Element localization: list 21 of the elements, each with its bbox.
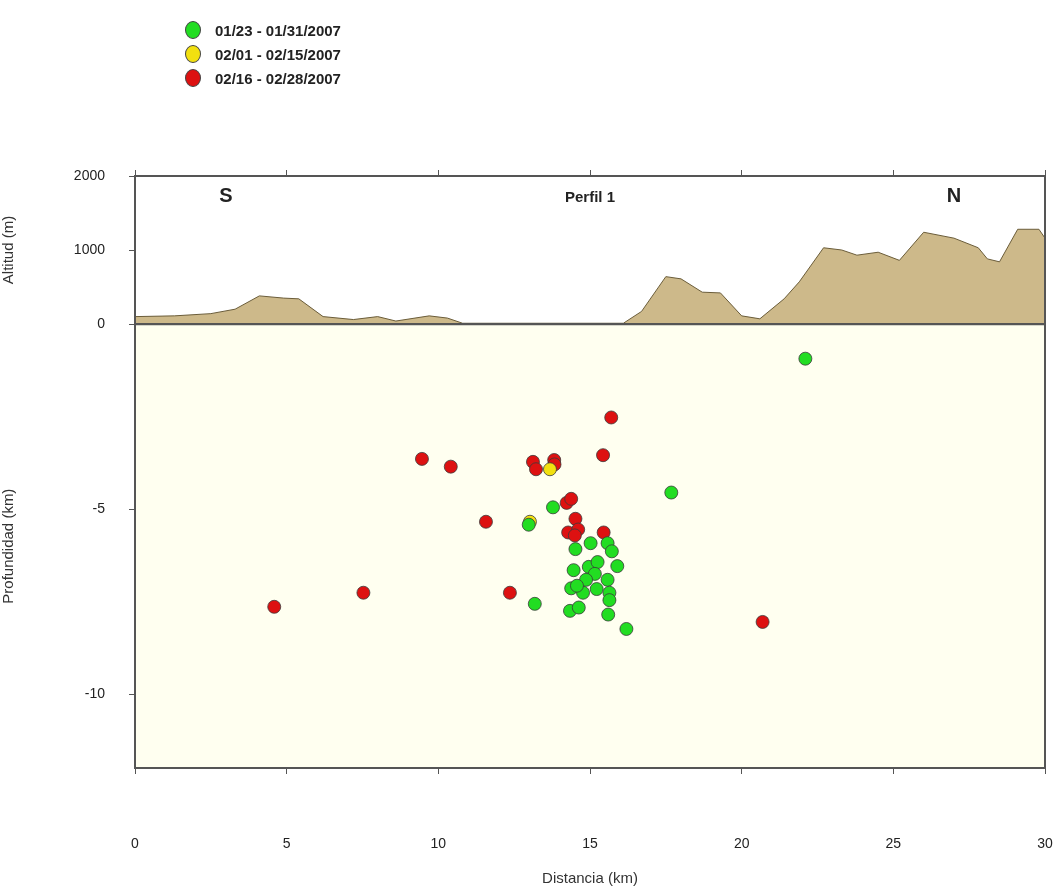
annotation: N xyxy=(946,183,962,206)
x-tick-label: 15 xyxy=(582,835,598,852)
x-tick-label: 25 xyxy=(885,835,902,852)
legend-label: 01/23 - 01/31/2007 xyxy=(214,20,341,41)
x-tick-label: 0 xyxy=(131,835,140,852)
legend-label: 02/16 - 02/28/2007 xyxy=(214,68,341,89)
y-tick-label: 1000 xyxy=(73,240,106,257)
x-tick-label: 30 xyxy=(1037,835,1053,852)
y-axis-title: Altitud (m) xyxy=(0,215,17,285)
x-tick-label: 5 xyxy=(282,835,291,852)
y-tick-label: 2000 xyxy=(73,166,106,183)
x-tick-label: 20 xyxy=(733,835,750,852)
text: Perfil 1 xyxy=(564,187,616,205)
x-tick-label: 10 xyxy=(430,835,447,852)
legend-label: 02/01 - 02/15/2007 xyxy=(214,44,341,65)
y-axis-title: Profundidad (km) xyxy=(0,488,17,604)
annotation: S xyxy=(219,183,233,206)
y-tick-label: 0 xyxy=(97,314,106,331)
y-tick-label: -5 xyxy=(92,500,106,517)
x-axis-title: Distancia (km) xyxy=(542,869,638,887)
y-tick-label: -10 xyxy=(84,684,106,701)
